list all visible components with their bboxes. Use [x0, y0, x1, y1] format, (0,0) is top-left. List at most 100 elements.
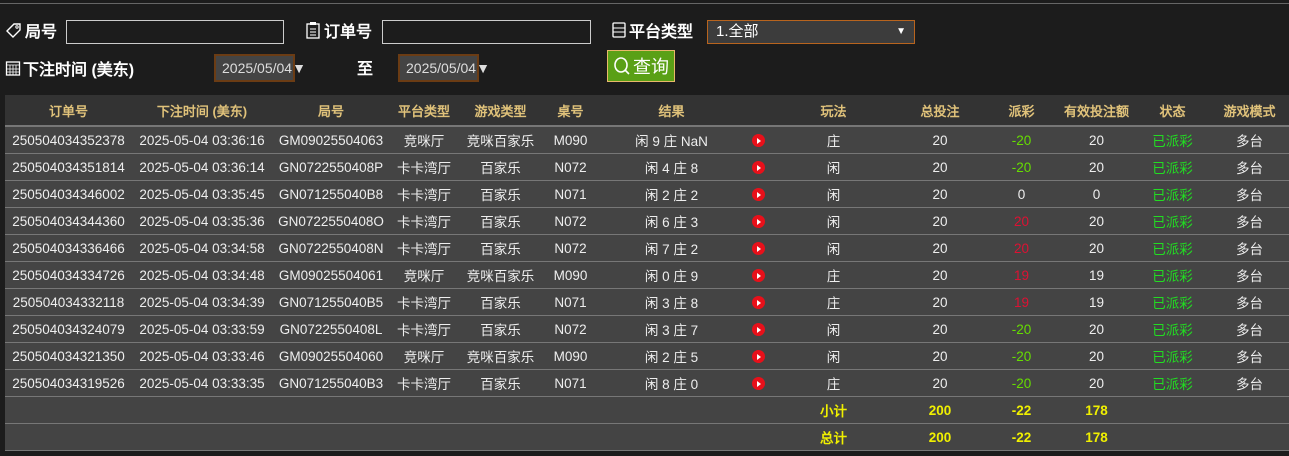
payout: -20 — [985, 126, 1058, 154]
empty-cell — [1135, 423, 1210, 451]
play-video-icon[interactable] — [752, 188, 765, 202]
valid-bet: 20 — [1058, 342, 1135, 370]
table-row: 250504034346002 2025-05-04 03:35:45 GN0712… — [5, 180, 1289, 208]
round-input[interactable] — [66, 20, 284, 44]
result: 闲 6 庄 3 — [598, 207, 745, 235]
play-video-icon[interactable] — [752, 269, 765, 283]
calendar-icon — [5, 61, 21, 76]
result: 闲 8 庄 0 — [598, 369, 745, 397]
platform-type: 卡卡湾厅 — [390, 288, 458, 316]
replay-cell[interactable] — [745, 288, 772, 316]
game-mode: 多台 — [1210, 261, 1289, 289]
total-valid-bet: 178 — [1058, 423, 1135, 451]
round-id: GM09025504063 — [272, 126, 390, 154]
empty-cell — [1210, 396, 1289, 424]
order-id: 250504034344360 — [5, 207, 132, 235]
empty-cell — [390, 396, 458, 424]
replay-cell[interactable] — [745, 153, 772, 181]
game-type: 百家乐 — [458, 315, 543, 343]
total-label: 总计 — [772, 423, 895, 451]
subtotal-label: 小计 — [772, 396, 895, 424]
play-video-icon[interactable] — [752, 134, 765, 148]
column-header: 订单号 — [5, 95, 132, 127]
table-row: 250504034324079 2025-05-04 03:33:59 GN0722… — [5, 315, 1289, 343]
payout: 19 — [985, 288, 1058, 316]
replay-cell[interactable] — [745, 234, 772, 262]
replay-cell[interactable] — [745, 261, 772, 289]
order-id: 250504034351814 — [5, 153, 132, 181]
empty-cell — [272, 423, 390, 451]
order-id: 250504034336466 — [5, 234, 132, 262]
order-id: 250504034334726 — [5, 261, 132, 289]
game-mode: 多台 — [1210, 153, 1289, 181]
empty-cell — [745, 396, 772, 424]
column-header: 平台类型 — [390, 95, 458, 127]
play-video-icon[interactable] — [752, 215, 765, 229]
replay-cell[interactable] — [745, 207, 772, 235]
play-video-icon[interactable] — [752, 161, 765, 175]
order-id: 250504034324079 — [5, 315, 132, 343]
date-from-picker[interactable]: 2025/05/04▼ — [214, 54, 306, 82]
platform-select[interactable]: 1.全部 ▼ — [707, 20, 915, 44]
result: 闲 2 庄 2 — [598, 180, 745, 208]
platform-label: 平台类型 — [611, 18, 693, 42]
clipboard-icon — [306, 22, 320, 39]
tag-icon — [6, 23, 21, 38]
replay-cell[interactable] — [745, 180, 772, 208]
status: 已派彩 — [1135, 369, 1210, 397]
date-to-picker[interactable]: 2025/05/04▼ — [398, 54, 490, 82]
total-bet: 20 — [895, 153, 985, 181]
round-id: GM09025504060 — [272, 342, 390, 370]
bet-type: 庄 — [772, 126, 895, 154]
bet-time: 2025-05-04 03:34:48 — [132, 261, 272, 289]
order-id: 250504034332118 — [5, 288, 132, 316]
payout: -20 — [985, 369, 1058, 397]
payout: -20 — [985, 153, 1058, 181]
replay-cell[interactable] — [745, 126, 772, 154]
time-label: 下注时间 (美东) — [5, 56, 134, 80]
payout: 0 — [985, 180, 1058, 208]
order-input[interactable] — [382, 20, 591, 44]
status: 已派彩 — [1135, 234, 1210, 262]
bet-type: 闲 — [772, 342, 895, 370]
empty-cell — [458, 423, 543, 451]
game-type: 竞咪百家乐 — [458, 126, 543, 154]
payout: 20 — [985, 207, 1058, 235]
replay-cell[interactable] — [745, 369, 772, 397]
play-video-icon[interactable] — [752, 242, 765, 256]
platform-type: 卡卡湾厅 — [390, 234, 458, 262]
chevron-down-icon: ▼ — [896, 26, 906, 37]
table-row: 250504034352378 2025-05-04 03:36:16 GM0902… — [5, 126, 1289, 154]
total-bet: 20 — [895, 126, 985, 154]
replay-cell[interactable] — [745, 315, 772, 343]
bet-type: 庄 — [772, 288, 895, 316]
table-row: 250504034319526 2025-05-04 03:33:35 GN0712… — [5, 369, 1289, 397]
play-video-icon[interactable] — [752, 350, 765, 364]
bet-time: 2025-05-04 03:34:39 — [132, 288, 272, 316]
replay-cell[interactable] — [745, 342, 772, 370]
order-id: 250504034319526 — [5, 369, 132, 397]
table-header: 订单号 下注时间 (美东) 局号 平台类型 游戏类型 桌号 结果 玩法 总投注 派彩 有效投注额 状态… — [5, 95, 1289, 127]
column-header: 游戏模式 — [1210, 95, 1289, 127]
query-button[interactable]: 查询 — [607, 50, 675, 82]
empty-cell — [132, 396, 272, 424]
order-id: 250504034352378 — [5, 126, 132, 154]
empty-cell — [543, 423, 598, 451]
search-icon — [614, 57, 630, 75]
table-row: 250504034332118 2025-05-04 03:34:39 GN0712… — [5, 288, 1289, 316]
round-id: GM09025504061 — [272, 261, 390, 289]
column-header: 桌号 — [543, 95, 598, 127]
round-id: GN071255040B8 — [272, 180, 390, 208]
play-video-icon[interactable] — [752, 296, 765, 310]
to-label: 至 — [357, 61, 374, 78]
empty-cell — [132, 423, 272, 451]
play-video-icon[interactable] — [752, 323, 765, 337]
empty-cell — [272, 396, 390, 424]
play-video-icon[interactable] — [752, 377, 765, 391]
subtotal-row: 小计 200 -22 178 — [5, 396, 1289, 424]
round-id: GN0722550408N — [272, 234, 390, 262]
bet-type: 庄 — [772, 261, 895, 289]
valid-bet: 20 — [1058, 153, 1135, 181]
order-label: 订单号 — [304, 18, 372, 42]
bet-time: 2025-05-04 03:35:45 — [132, 180, 272, 208]
